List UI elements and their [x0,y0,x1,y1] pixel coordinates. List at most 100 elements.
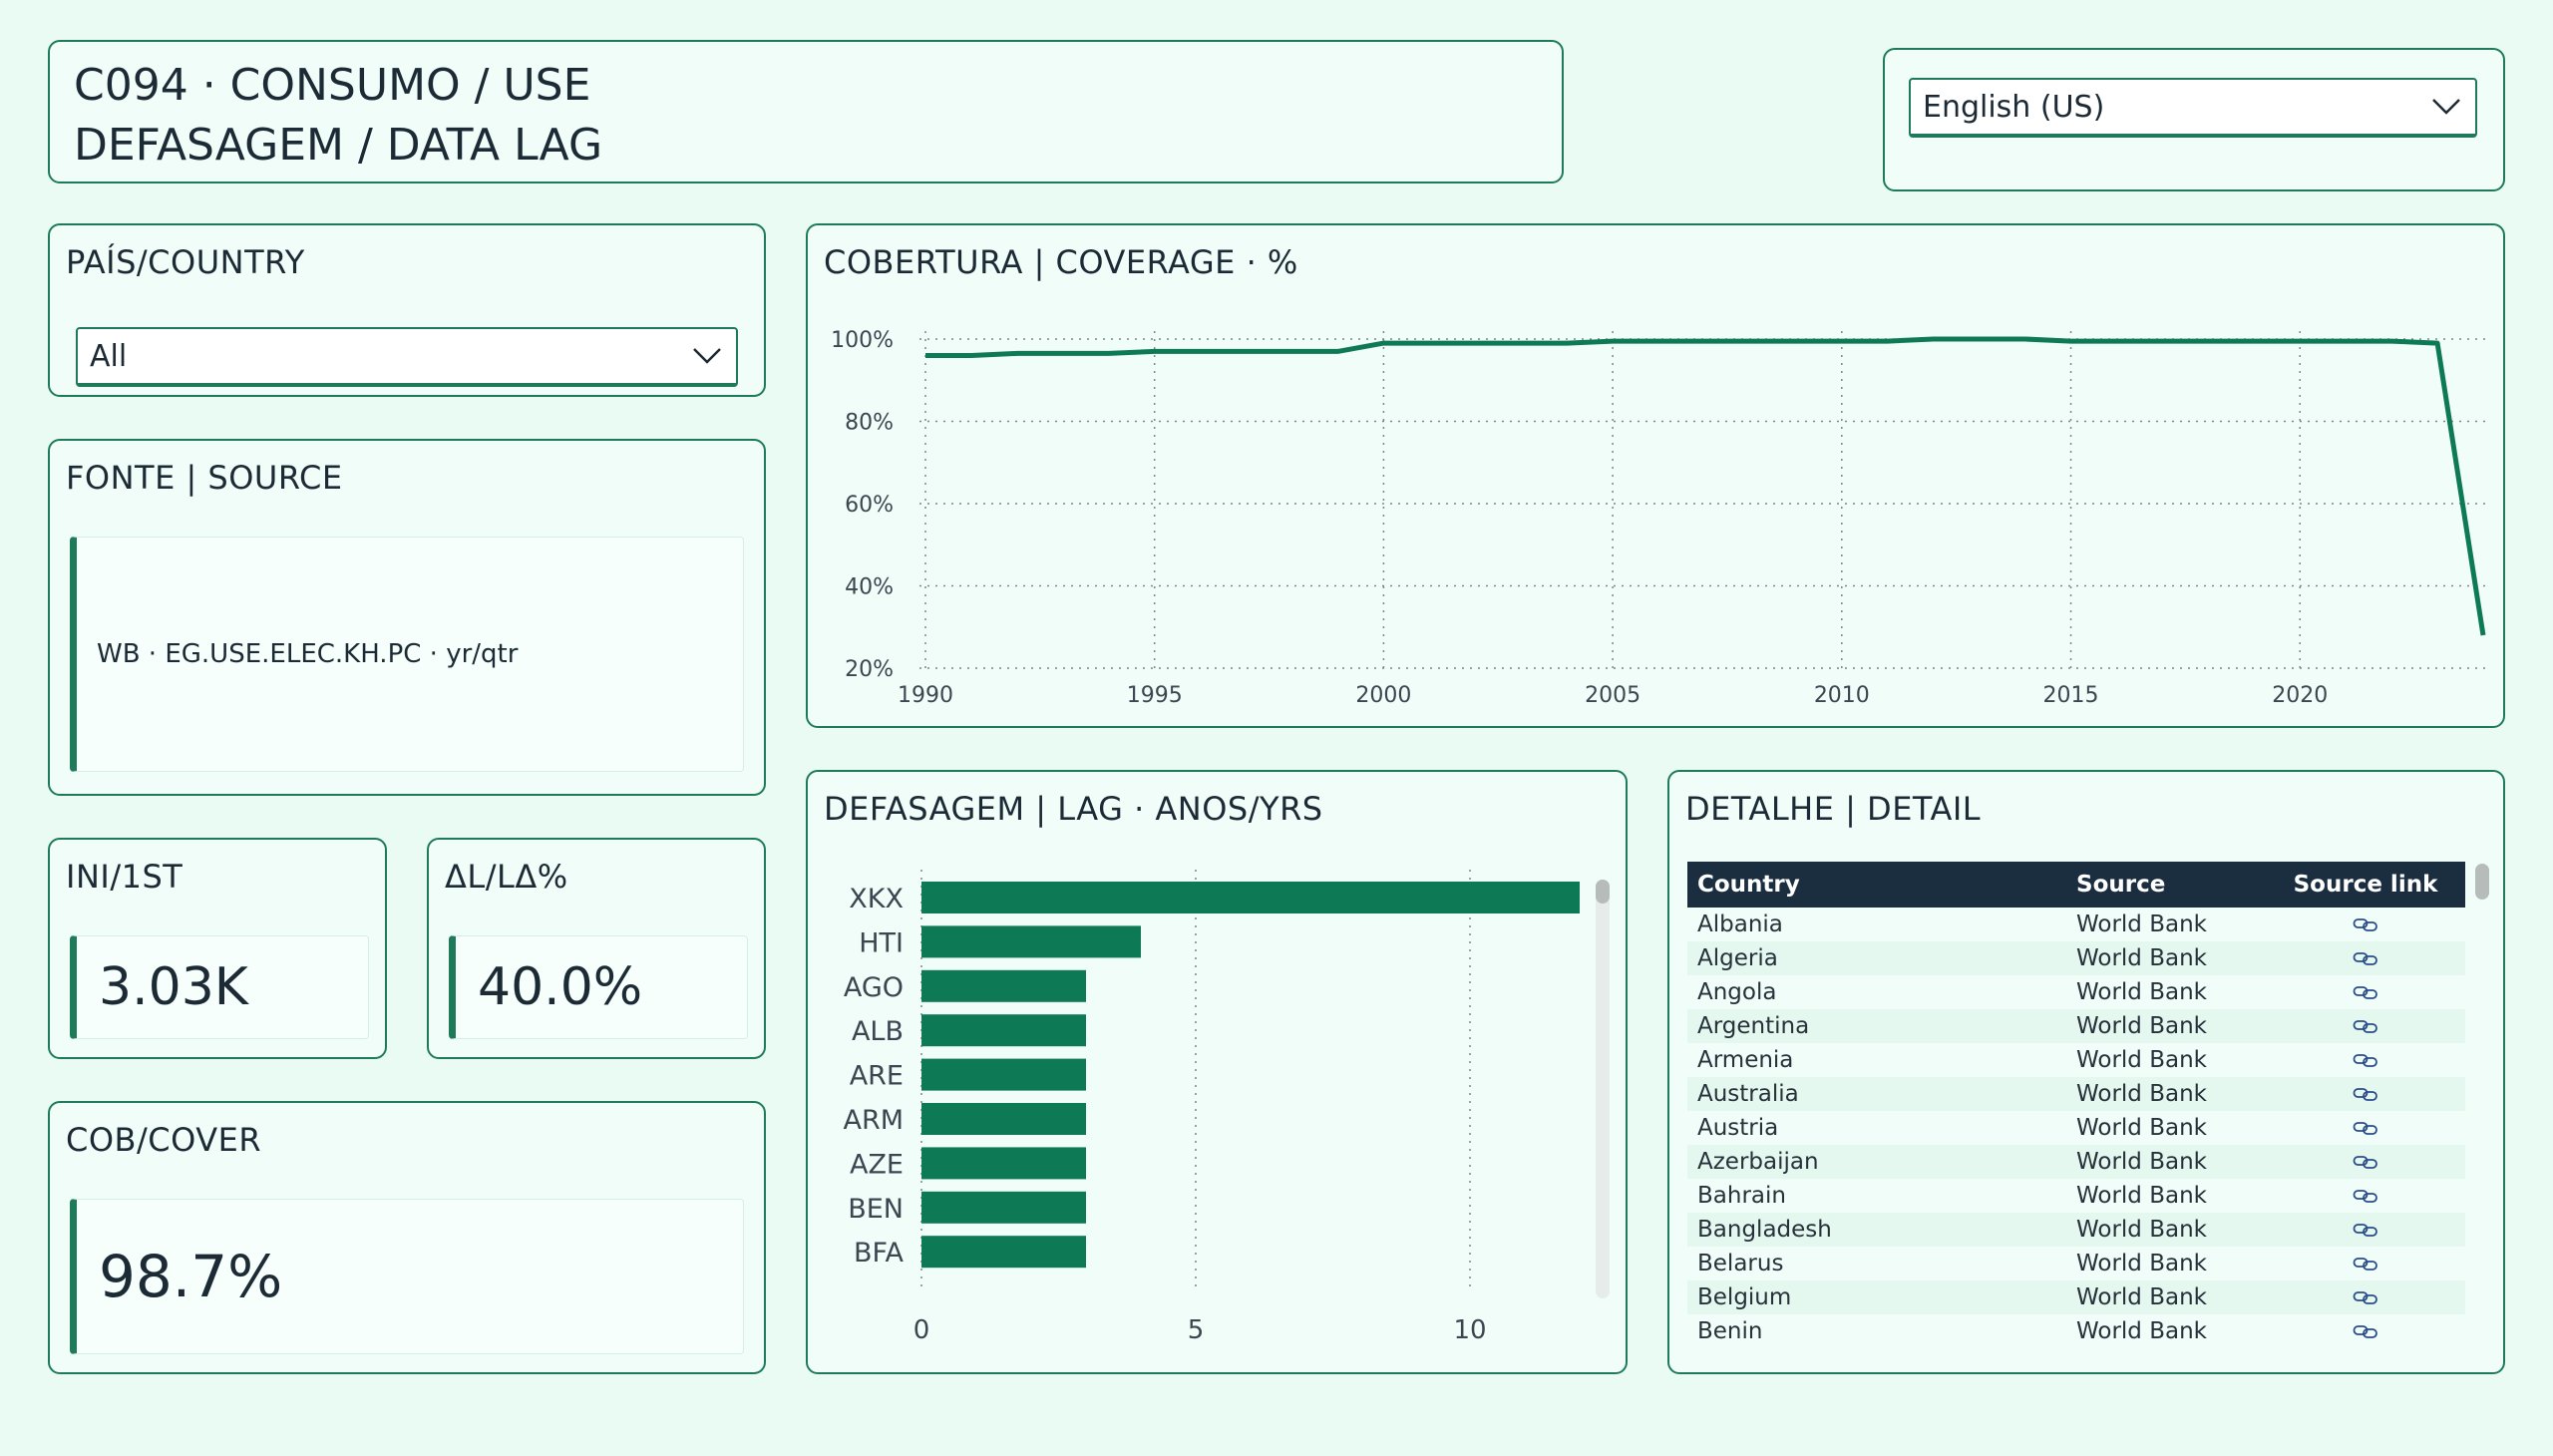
source-cell: World Bank [2076,1081,2207,1107]
country-selected: All [90,338,128,374]
language-selected: English (US) [1923,89,2105,125]
lag-chart-card: DEFASAGEM | LAG · ANOS/YRS 0 5 10 XKX HTI AGO… [806,770,1628,1374]
coverage-series-line [925,336,2486,636]
table-row: Benin World Bank [1687,1314,2465,1348]
link-icon[interactable] [2353,1086,2378,1102]
source-cell: World Bank [2076,1013,2207,1039]
column-header-source[interactable]: Source [2076,872,2166,898]
lag-chart-title: DEFASAGEM | LAG · ANOS/YRS [824,790,1323,828]
column-header-source-link[interactable]: Source link [2293,872,2438,898]
country-filter-card: PAÍS/COUNTRY All [48,223,766,397]
kpi-first-title: INI/1ST [66,858,183,896]
source-link-cell [2266,1018,2465,1034]
source-link-cell [2266,950,2465,966]
table-row: Armenia World Bank [1687,1043,2465,1077]
lag-bar-chart: 0 5 10 XKX HTI AGO ALB ARE ARM AZE BEN BFA [843,870,1580,1345]
x-tick-label: 2020 [2272,683,2328,708]
kpi-cover-box: 98.7% [70,1199,744,1354]
link-icon[interactable] [2353,1222,2378,1238]
table-row: Bangladesh World Bank [1687,1213,2465,1247]
detail-title: DETALHE | DETAIL [1685,790,1982,828]
detail-scrollbar[interactable] [2475,864,2489,1352]
country-cell: Australia [1697,1081,1799,1107]
country-cell: Bangladesh [1697,1217,1832,1243]
country-dropdown[interactable]: All [76,327,738,387]
detail-scrollbar-thumb[interactable] [2475,864,2489,900]
source-link-cell [2266,1086,2465,1102]
country-cell: Argentina [1697,1013,1810,1039]
source-link-cell [2266,1256,2465,1272]
link-icon[interactable] [2353,1256,2378,1272]
lag-bar [921,969,1086,1002]
coverage-chart-card: COBERTURA | COVERAGE · % 100% 80% 60% 40% 20… [806,223,2505,728]
lag-bar [921,1236,1086,1269]
category-label: BEN [848,1194,904,1225]
lag-scrollbar[interactable] [1596,880,1610,1298]
source-cell: World Bank [2076,1115,2207,1141]
table-row: Azerbaijan World Bank [1687,1145,2465,1179]
link-icon[interactable] [2353,1052,2378,1068]
link-icon[interactable] [2353,1154,2378,1170]
table-row: Belarus World Bank [1687,1247,2465,1280]
category-label: BFA [854,1238,905,1269]
category-label: XKX [849,884,904,914]
link-icon[interactable] [2353,950,2378,966]
source-cell: World Bank [2076,1251,2207,1276]
header-card: C094 · CONSUMO / USE DEFASAGEM / DATA LA… [48,40,1564,183]
y-tick-label: 20% [845,657,894,682]
source-card: FONTE | SOURCE WB · EG.USE.ELEC.KH.PC · … [48,439,766,796]
x-tick-label: 10 [1453,1315,1486,1345]
link-icon[interactable] [2353,1323,2378,1339]
x-tick-label: 1995 [1127,683,1183,708]
link-icon[interactable] [2353,984,2378,1000]
detail-table: Country Source Source link Albania World … [1687,862,2465,1348]
country-filter-title: PAÍS/COUNTRY [66,243,305,281]
country-cell: Belgium [1697,1284,1792,1310]
table-row: Bahrain World Bank [1687,1179,2465,1213]
source-cell: World Bank [2076,1284,2207,1310]
kpi-cover-card: COB/COVER 98.7% [48,1101,766,1374]
kpi-delta-card: ΔL/LΔ% 40.0% [427,838,766,1059]
lag-bar [921,1103,1086,1135]
column-header-country[interactable]: Country [1697,872,1800,898]
link-icon[interactable] [2353,1289,2378,1305]
kpi-delta-box: 40.0% [449,935,748,1039]
source-cell: World Bank [2076,1183,2207,1209]
language-card: English (US) [1883,48,2505,191]
table-row: Australia World Bank [1687,1077,2465,1111]
category-label: AZE [850,1149,904,1180]
coverage-chart-title: COBERTURA | COVERAGE · % [824,243,1298,281]
x-tick-label: 2015 [2043,683,2099,708]
link-icon[interactable] [2353,1120,2378,1136]
category-label: ARM [843,1105,904,1136]
link-icon[interactable] [2353,1188,2378,1204]
source-cell: World Bank [2076,1149,2207,1175]
x-tick-label: 2000 [1355,683,1411,708]
lag-bar [921,925,1141,958]
source-cell: World Bank [2076,979,2207,1005]
kpi-first-value: 3.03K [99,957,248,1017]
source-link-cell [2266,1120,2465,1136]
kpi-delta-value: 40.0% [478,957,643,1017]
x-tick-label: 0 [913,1315,930,1345]
category-label: ALB [852,1016,904,1047]
coverage-line-chart: 100% 80% 60% 40% 20%1990 1995 2000 2005 2010 2015… [831,328,2491,708]
lag-bar [921,1147,1086,1180]
source-link-cell [2266,1323,2465,1339]
lag-bar [921,882,1580,913]
language-dropdown[interactable]: English (US) [1909,78,2477,138]
table-row: Albania World Bank [1687,908,2465,941]
source-box: WB · EG.USE.ELEC.KH.PC · yr/qtr [70,537,744,772]
link-icon[interactable] [2353,1018,2378,1034]
chevron-down-icon [2432,99,2460,115]
kpi-first-box: 3.03K [70,935,369,1039]
link-icon[interactable] [2353,916,2378,932]
chevron-down-icon [693,348,721,364]
kpi-cover-title: COB/COVER [66,1121,262,1159]
source-cell: World Bank [2076,945,2207,971]
source-link-cell [2266,984,2465,1000]
table-body: Albania World Bank Algeria World Bank Angola… [1687,908,2465,1348]
table-row: Algeria World Bank [1687,941,2465,975]
lag-scrollbar-thumb[interactable] [1596,880,1610,904]
page-title-line2: DEFASAGEM / DATA LAG [74,120,603,171]
